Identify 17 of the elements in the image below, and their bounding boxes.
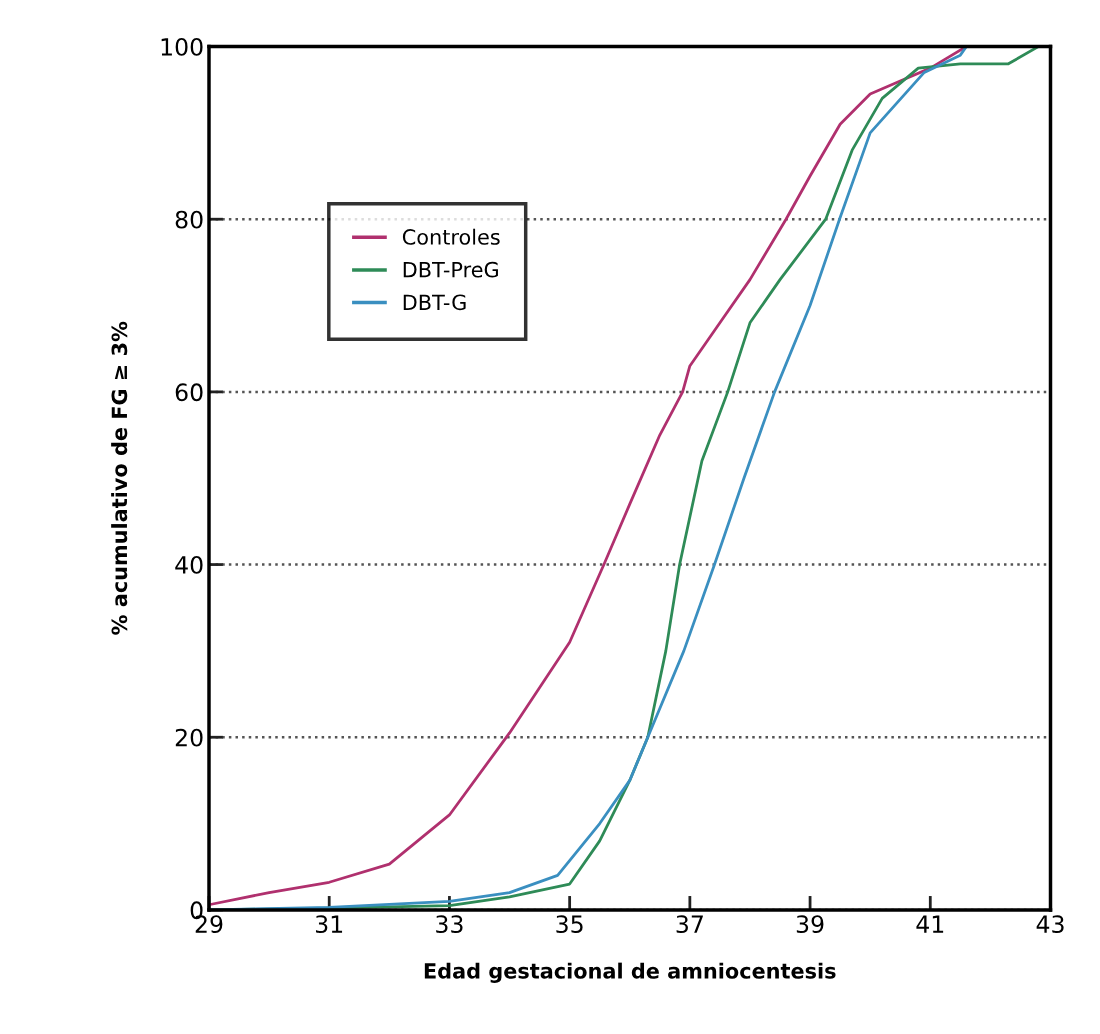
- y-tick-label: 40: [175, 556, 203, 574]
- x-axis-title: Edad gestacional de amniocentesis: [424, 962, 836, 983]
- y-tick-label: 20: [175, 728, 203, 747]
- x-tick-label: 39: [796, 915, 824, 934]
- x-tick-label: 43: [1036, 915, 1064, 934]
- y-tick-label: 100: [161, 37, 203, 56]
- x-tick-label: 31: [315, 915, 343, 934]
- legend-label: DBT-PreG: [403, 261, 498, 278]
- x-tick-label: 33: [436, 915, 463, 934]
- x-tick-label: 37: [676, 915, 703, 934]
- y-tick-label: 60: [175, 383, 203, 402]
- x-tick-label: 41: [916, 915, 944, 933]
- x-tick-label: 35: [556, 915, 583, 934]
- y-axis-title: % acumulativo de FG ≥ 3%: [111, 321, 128, 635]
- y-tick-label: 80: [175, 210, 203, 229]
- legend-label: Controles: [402, 228, 500, 245]
- legend-label: DBT-G: [403, 294, 466, 311]
